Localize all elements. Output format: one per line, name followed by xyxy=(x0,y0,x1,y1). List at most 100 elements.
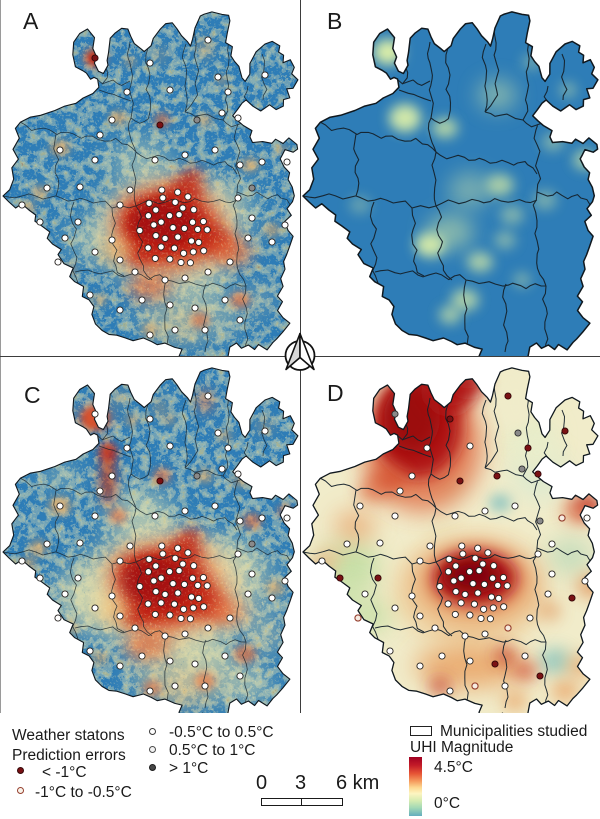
weather-station-dot xyxy=(396,487,404,495)
weather-station-dot xyxy=(581,577,589,585)
weather-station-dot xyxy=(18,201,26,209)
weather-station-dot xyxy=(451,610,459,618)
weather-station-dot xyxy=(180,605,188,613)
weather-station-dot xyxy=(501,682,509,690)
weather-station-dot xyxy=(261,427,269,435)
weather-station-dot xyxy=(74,574,82,582)
weather-station-dot xyxy=(181,507,189,515)
weather-station-dot xyxy=(108,472,116,480)
weather-station-dot xyxy=(161,234,169,242)
weather-station-dot xyxy=(96,131,104,139)
weather-station-dot xyxy=(466,611,474,619)
weather-station-dot xyxy=(356,502,364,510)
panel-b-map xyxy=(300,0,600,356)
weather-station-dot xyxy=(474,544,482,552)
weather-station-dot xyxy=(166,568,174,576)
weather-station-dot xyxy=(474,589,482,597)
weather-station-dot xyxy=(204,36,212,44)
weather-station-dot xyxy=(170,600,178,608)
weather-station-dot xyxy=(200,247,208,255)
weather-station-dot xyxy=(268,594,276,602)
weather-station-dot xyxy=(458,542,466,550)
legend-class-label: < -1°C xyxy=(42,764,87,781)
weather-station-dot xyxy=(568,594,576,602)
weather-station-dot xyxy=(489,604,497,612)
weather-station-dot xyxy=(226,614,234,622)
weather-station-dot xyxy=(495,594,503,602)
weather-station-dot xyxy=(166,657,174,665)
weather-station-dot xyxy=(108,236,116,244)
weather-station-dot xyxy=(361,590,369,598)
weather-station-dot xyxy=(146,687,154,695)
weather-station-dot xyxy=(244,234,252,242)
weather-station-dot xyxy=(156,121,164,129)
weather-station-dot xyxy=(144,600,152,608)
weather-station-dot xyxy=(191,304,199,312)
ramp-min-label: 0°C xyxy=(434,795,461,812)
weather-station-dot xyxy=(91,54,99,62)
weather-station-dot xyxy=(116,201,124,209)
weather-station-dot xyxy=(146,415,154,423)
weather-station-dot xyxy=(534,550,542,558)
weather-station-dot xyxy=(450,577,458,585)
weather-station-dot xyxy=(166,442,174,450)
weather-station-dot xyxy=(214,73,222,81)
weather-station-dot xyxy=(236,161,244,169)
scalebar-tick xyxy=(301,798,303,806)
weather-station-dot xyxy=(86,291,94,299)
weather-station-dot xyxy=(416,662,424,670)
weather-station-dot xyxy=(161,632,169,640)
weather-station-dot xyxy=(108,592,116,600)
weather-station-dot xyxy=(91,410,99,418)
weather-station-dot xyxy=(436,582,444,591)
weather-station-dot xyxy=(248,214,256,222)
weather-station-dot xyxy=(201,682,209,690)
weather-station-dot xyxy=(391,410,399,418)
weather-station-dot xyxy=(150,577,158,585)
weather-station-dot xyxy=(446,415,454,423)
stations-layer-c xyxy=(18,392,291,695)
weather-station-dot xyxy=(221,296,229,304)
weather-station-dot xyxy=(204,624,212,632)
weather-station-dot xyxy=(56,146,64,154)
ramp-max-label: 4.5°C xyxy=(434,759,473,776)
weather-station-dot xyxy=(43,184,51,192)
scalebar-three-label: 3 xyxy=(295,772,307,794)
stations-layer-a xyxy=(18,36,291,339)
weather-station-dot xyxy=(459,550,467,558)
weather-station-dot xyxy=(466,442,474,450)
weather-station-dot xyxy=(503,582,511,590)
weather-station-dot xyxy=(376,539,384,547)
weather-station-dot xyxy=(199,573,207,582)
weather-station-dot xyxy=(136,582,144,591)
weather-station-dot xyxy=(170,244,178,252)
weather-station-dot xyxy=(174,188,182,196)
weather-station-dot xyxy=(61,590,69,598)
weather-station-dot xyxy=(234,550,242,558)
weather-station-dot xyxy=(146,331,154,339)
weather-station-dot xyxy=(180,580,188,588)
weather-station-dot xyxy=(190,562,198,570)
weather-station-dot xyxy=(156,477,164,485)
weather-station-dot xyxy=(157,599,165,607)
weather-station-dot xyxy=(491,660,499,668)
weather-station-dot xyxy=(431,624,439,632)
scalebar-six-label: 6 km xyxy=(336,772,380,794)
panel-b-label: B xyxy=(327,8,343,34)
weather-station-dot xyxy=(145,199,153,207)
legend: Weather statons Prediction errors < -1°C… xyxy=(0,713,600,819)
weather-station-dot xyxy=(146,59,154,67)
weather-station-dot xyxy=(187,237,196,245)
weather-station-dot xyxy=(199,217,207,226)
weather-station-dot xyxy=(158,542,166,550)
weather-station-dot xyxy=(236,517,244,525)
weather-station-dot xyxy=(536,517,544,525)
weather-station-dot xyxy=(18,557,26,565)
panel-a-label: A xyxy=(23,8,39,34)
weather-station-dot xyxy=(159,550,167,558)
panel-c-label: C xyxy=(24,382,41,408)
weather-station-dot xyxy=(96,487,104,495)
weather-station-dot xyxy=(457,599,465,607)
weather-station-dot xyxy=(116,662,124,670)
